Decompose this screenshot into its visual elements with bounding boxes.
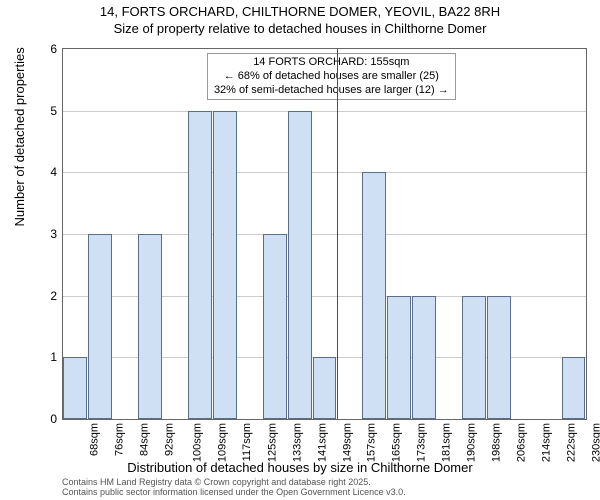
x-tick-label: 181sqm bbox=[441, 423, 453, 462]
bar bbox=[562, 357, 586, 419]
x-tick-label: 92sqm bbox=[164, 423, 176, 456]
footer-line-2: Contains public sector information licen… bbox=[62, 488, 406, 498]
x-tick-label: 206sqm bbox=[515, 423, 527, 462]
x-tick-label: 173sqm bbox=[416, 423, 428, 462]
x-tick-label: 117sqm bbox=[241, 423, 253, 461]
x-tick-label: 68sqm bbox=[89, 423, 101, 456]
bar bbox=[213, 111, 237, 419]
x-tick-label: 214sqm bbox=[540, 423, 552, 462]
x-tick-label: 157sqm bbox=[366, 423, 378, 462]
title-line-2: Size of property relative to detached ho… bbox=[0, 19, 600, 36]
bar bbox=[138, 234, 162, 419]
reference-line bbox=[337, 49, 338, 419]
bar bbox=[412, 296, 436, 419]
bar bbox=[362, 172, 386, 419]
title-line-1: 14, FORTS ORCHARD, CHILTHORNE DOMER, YEO… bbox=[0, 0, 600, 19]
bar bbox=[88, 234, 112, 419]
bar bbox=[63, 357, 87, 419]
bar bbox=[263, 234, 287, 419]
annotation-line-2: ← 68% of detached houses are smaller (25… bbox=[214, 70, 449, 84]
x-tick-label: 198sqm bbox=[490, 423, 502, 462]
gridline bbox=[63, 172, 586, 173]
x-tick-label: 125sqm bbox=[266, 423, 278, 462]
x-tick-label: 100sqm bbox=[192, 423, 204, 462]
y-tick-label: 2 bbox=[50, 289, 57, 303]
bar bbox=[462, 296, 486, 419]
plot-area: 14 FORTS ORCHARD: 155sqm ← 68% of detach… bbox=[62, 48, 587, 420]
x-tick-label: 133sqm bbox=[291, 423, 303, 462]
x-tick-label: 141sqm bbox=[316, 423, 328, 462]
bar bbox=[288, 111, 312, 419]
x-tick-label: 230sqm bbox=[590, 423, 600, 462]
bar bbox=[188, 111, 212, 419]
annotation-line-3: 32% of semi-detached houses are larger (… bbox=[214, 84, 449, 98]
x-tick-label: 149sqm bbox=[341, 423, 353, 462]
x-tick-label: 190sqm bbox=[466, 423, 478, 462]
x-tick-label: 109sqm bbox=[217, 423, 229, 462]
gridline bbox=[63, 111, 586, 112]
bar bbox=[387, 296, 411, 419]
y-tick-label: 5 bbox=[50, 104, 57, 118]
footer-attribution: Contains HM Land Registry data © Crown c… bbox=[62, 478, 406, 498]
chart-figure: 14, FORTS ORCHARD, CHILTHORNE DOMER, YEO… bbox=[0, 0, 600, 500]
annotation-box: 14 FORTS ORCHARD: 155sqm ← 68% of detach… bbox=[207, 53, 456, 100]
y-tick-label: 6 bbox=[50, 42, 57, 56]
x-axis-label: Distribution of detached houses by size … bbox=[0, 460, 600, 475]
y-tick-label: 1 bbox=[50, 350, 57, 364]
y-tick-label: 0 bbox=[50, 412, 57, 426]
x-tick-label: 84sqm bbox=[139, 423, 151, 456]
x-tick-label: 165sqm bbox=[391, 423, 403, 462]
y-axis-label: Number of detached properties bbox=[12, 47, 27, 226]
y-tick-label: 3 bbox=[50, 227, 57, 241]
bar bbox=[313, 357, 337, 419]
bar bbox=[487, 296, 511, 419]
x-tick-label: 76sqm bbox=[114, 423, 126, 456]
x-tick-label: 222sqm bbox=[565, 423, 577, 462]
y-tick-label: 4 bbox=[50, 165, 57, 179]
annotation-line-1: 14 FORTS ORCHARD: 155sqm bbox=[214, 56, 449, 70]
